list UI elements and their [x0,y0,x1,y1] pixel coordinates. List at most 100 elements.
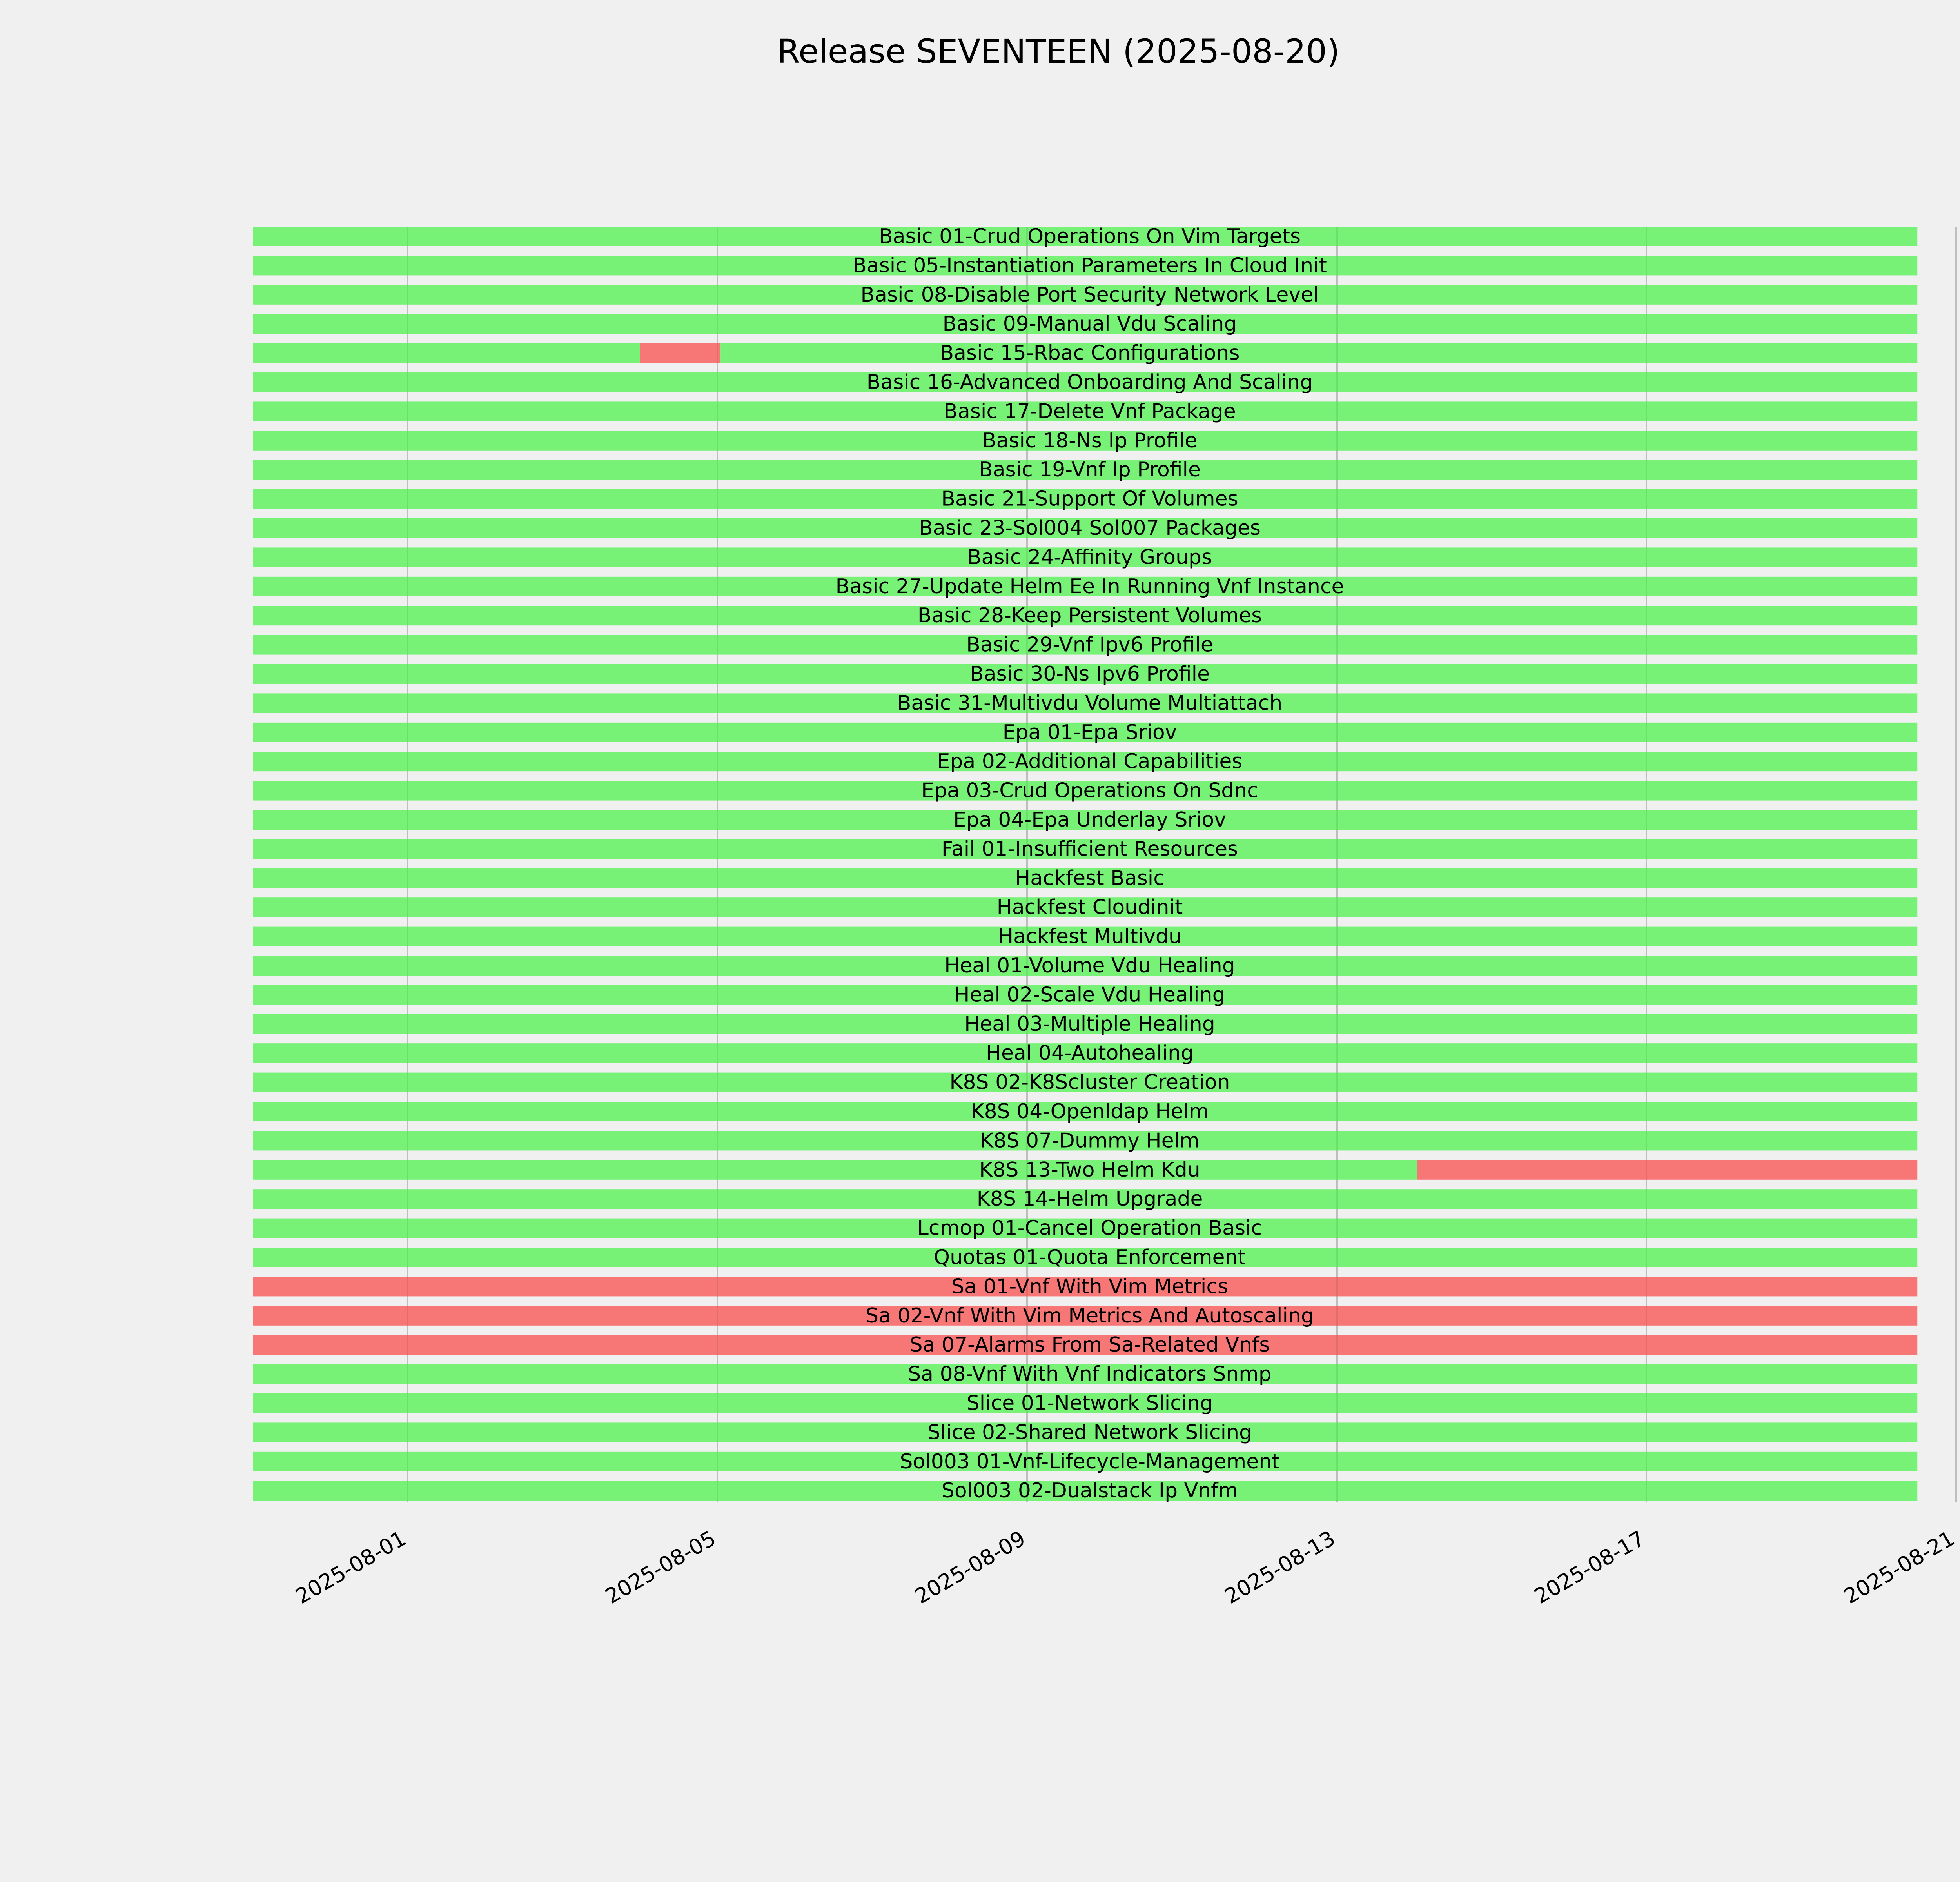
timeline-bar-pass [253,547,1918,567]
row-label: Epa 02-Additional Capabilities [937,750,1243,773]
row-label: Basic 16-Advanced Onboarding And Scaling [867,371,1313,394]
row-label: Basic 28-Keep Persistent Volumes [918,604,1262,627]
row-labels: Basic 01-Crud Operations On Vim Targets B… [835,225,1344,1502]
timeline-bar-pass [253,897,1918,917]
timeline-bar-pass [720,343,1918,363]
row-label: Basic 24-Affinity Groups [967,545,1212,569]
timeline-bar-pass [253,1481,1918,1501]
row-label: Heal 03-Multiple Healing [964,1012,1215,1036]
timeline-bar-fail [1417,1160,1918,1180]
row-label: Basic 30-Ns Ipv6 Profile [970,662,1210,686]
timeline-bar-pass [253,372,1918,392]
row-label: Basic 21-Support Of Volumes [941,487,1238,511]
timeline-bar-fail [640,343,721,363]
row-label: Sol003 02-Dualstack Ip Vnfm [942,1479,1238,1502]
timeline-bar-pass [253,664,1918,684]
timeline-bar-pass [253,752,1918,772]
timeline-bar-pass [253,1393,1918,1413]
timeline-bar-pass [253,343,640,363]
x-tick-label: 2025-08-05 [601,1526,720,1609]
row-label: K8S 14-Helm Upgrade [977,1187,1203,1211]
timeline-bar-pass [253,1218,1918,1238]
x-axis-ticks: 2025-08-01 2025-08-05 2025-08-09 2025-08-13… [291,1526,1958,1609]
row-label: K8S 07-Dummy Helm [980,1129,1199,1152]
row-label: Basic 23-Sol004 Sol007 Packages [919,516,1261,540]
row-label: Basic 19-Vnf Ip Profile [979,458,1201,481]
timeline-bar-pass [253,401,1918,421]
x-tick-label: 2025-08-09 [911,1526,1029,1609]
row-label: Epa 03-Crud Operations On Sdnc [921,779,1258,803]
row-label: Hackfest Basic [1015,867,1165,890]
row-label: Basic 15-Rbac Configurations [940,342,1240,365]
grid-overlay [407,227,1957,1502]
timeline-bar-fail [253,1277,1918,1297]
timeline-bar-pass [253,606,1918,626]
timeline-bar-pass [253,1131,1918,1151]
row-label: Quotas 01-Quota Enforcement [934,1246,1246,1269]
timeline-bar-pass [253,693,1918,713]
row-label: Fail 01-Insufficient Resources [942,837,1238,861]
timeline-bar-pass [253,518,1918,538]
timeline-bar-pass [253,781,1918,801]
timeline-bar-pass [253,227,1918,246]
row-label: Heal 02-Scale Vdu Healing [954,983,1225,1006]
timeline-bar-pass [253,1422,1918,1442]
timeline-bar-pass [253,868,1918,888]
x-tick-label: 2025-08-01 [291,1526,410,1609]
timeline-bar-fail [253,1306,1918,1326]
timeline-bar-pass [253,431,1918,451]
row-label: Basic 29-Vnf Ipv6 Profile [966,633,1213,657]
timeline-bar-pass [253,1189,1918,1209]
row-label: Basic 08-Disable Port Security Network L… [860,283,1319,307]
chart-title: Release SEVENTEEN (2025-08-20) [777,32,1339,71]
timeline-bar-pass [253,576,1918,596]
row-label: Basic 17-Delete Vnf Package [944,400,1236,423]
timeline-bar-pass [253,985,1918,1005]
row-label: Slice 01-Network Slicing [967,1392,1213,1415]
row-label: K8S 13-Two Helm Kdu [979,1158,1200,1182]
timeline-bar-pass [253,722,1918,742]
timeline-bar-pass [253,1451,1918,1471]
row-label: K8S 02-K8Scluster Creation [949,1071,1230,1094]
row-label: Basic 05-Instantiation Parameters In Clo… [853,254,1327,277]
timeline-bar-pass [253,1072,1918,1092]
row-label: Basic 09-Manual Vdu Scaling [942,312,1237,336]
row-label: Basic 27-Update Helm Ee In Running Vnf I… [835,575,1344,598]
row-label: Sa 02-Vnf With Vim Metrics And Autoscali… [866,1304,1314,1328]
row-label: Sa 07-Alarms From Sa-Related Vnfs [910,1333,1270,1357]
timeline-bar-pass [253,460,1918,480]
x-tick-label: 2025-08-21 [1840,1526,1958,1609]
timeline-bar-pass [253,285,1918,305]
timeline-bars [253,227,1918,1501]
row-label: Epa 04-Epa Underlay Sriov [953,808,1226,832]
row-label: Heal 04-Autohealing [986,1041,1194,1065]
row-label: Epa 01-Epa Sriov [1003,721,1177,744]
timeline-bar-pass [253,956,1918,976]
x-tick-label: 2025-08-13 [1220,1526,1339,1609]
timeline-bar-pass [253,1102,1918,1121]
timeline-bar-fail [253,1335,1918,1355]
timeline-bar-pass [253,1014,1918,1034]
row-label: Basic 31-Multivdu Volume Multiattach [897,691,1283,715]
row-label: Sol003 01-Vnf-Lifecycle-Management [900,1450,1279,1473]
row-label: Hackfest Cloudinit [997,896,1183,919]
timeline-bar-pass [253,1364,1918,1384]
row-label: Heal 01-Volume Vdu Healing [944,954,1235,977]
timeline-bar-pass [253,635,1918,655]
row-label: Basic 01-Crud Operations On Vim Targets [879,225,1301,248]
row-label: K8S 04-Openldap Helm [971,1100,1209,1123]
timeline-bar-pass [253,926,1918,946]
timeline-bar-pass [253,839,1918,859]
row-label: Hackfest Multivdu [998,925,1181,948]
row-label: Basic 18-Ns Ip Profile [982,429,1197,452]
timeline-bar-pass [253,1248,1918,1267]
timeline-bar-pass [253,314,1918,334]
row-label: Slice 02-Shared Network Slicing [927,1421,1252,1444]
row-label: Sa 01-Vnf With Vim Metrics [951,1275,1228,1298]
row-label: Sa 08-Vnf With Vnf Indicators Snmp [908,1362,1272,1386]
timeline-bar-pass [253,256,1918,276]
row-label: Lcmop 01-Cancel Operation Basic [917,1217,1262,1240]
timeline-bar-pass [253,1160,1417,1180]
timeline-bar-pass [253,1043,1918,1063]
